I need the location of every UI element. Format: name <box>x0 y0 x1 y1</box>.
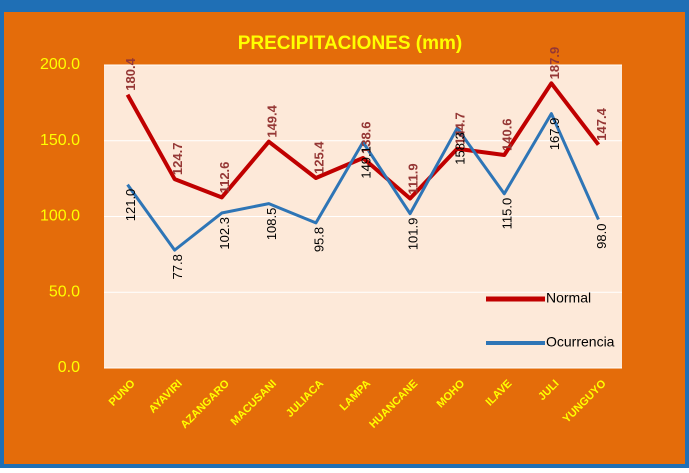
data-label: 140.6 <box>500 118 515 151</box>
data-label: 138.6 <box>358 121 373 154</box>
data-label: 102.3 <box>217 217 232 250</box>
y-tick-label: 200.0 <box>40 56 80 73</box>
data-label: 149.4 <box>264 104 279 137</box>
data-label: 111.9 <box>406 163 421 194</box>
y-tick-label: 150.0 <box>40 132 80 149</box>
data-label: 95.8 <box>311 227 326 252</box>
data-label: 149.1 <box>358 146 373 179</box>
line-series <box>125 81 601 201</box>
data-label: 108.5 <box>264 208 279 241</box>
legend-label: Normal <box>546 290 591 306</box>
data-label: 144.7 <box>453 112 468 145</box>
line-series <box>126 112 600 252</box>
legend-label: Ocurrencia <box>546 334 615 350</box>
data-label: 187.9 <box>547 47 562 80</box>
data-label: 180.4 <box>123 57 138 90</box>
data-label: 112.6 <box>217 162 232 194</box>
data-label: 121.0 <box>123 189 138 222</box>
data-label: 77.8 <box>170 254 185 279</box>
y-tick-label: 50.0 <box>49 283 80 300</box>
data-label: 115.0 <box>500 198 515 230</box>
data-label: 101.9 <box>406 218 421 251</box>
data-label: 167.9 <box>547 118 562 151</box>
data-label: 98.0 <box>594 224 609 249</box>
data-label: 125.4 <box>311 141 326 174</box>
y-tick-label: 0.0 <box>58 359 80 376</box>
data-label: 158.3 <box>453 132 468 165</box>
data-label: 147.4 <box>594 107 609 140</box>
data-label: 124.7 <box>170 143 185 176</box>
chart-title: PRECIPITACIONES (mm) <box>238 33 463 54</box>
y-tick-label: 100.0 <box>40 208 80 225</box>
